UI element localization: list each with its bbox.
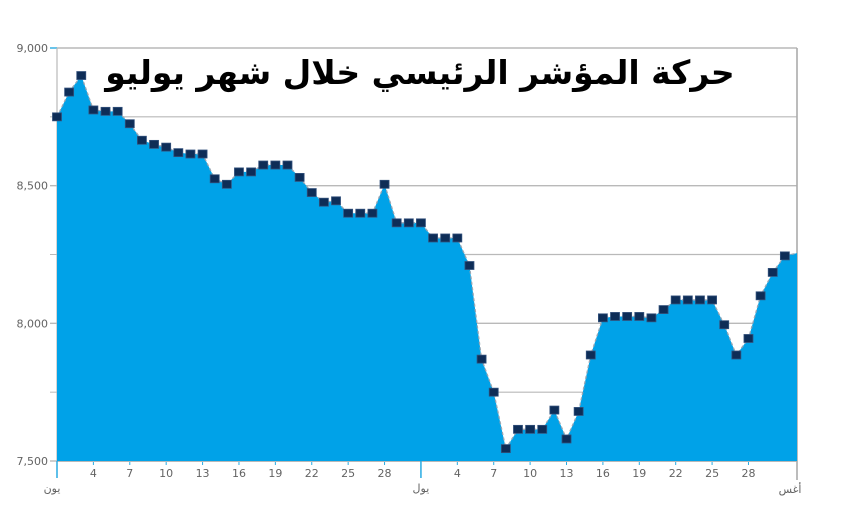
data-point-marker: [403, 218, 414, 228]
data-point-marker: [610, 312, 620, 321]
data-point-marker: [670, 295, 681, 305]
data-point-marker: [76, 71, 87, 80]
data-point-marker: [658, 305, 669, 314]
data-point-marker: [464, 261, 475, 270]
data-point-marker: [391, 218, 402, 228]
data-point-marker: [525, 424, 536, 434]
x-day-label-june: 7: [126, 467, 133, 480]
data-point-marker: [416, 218, 426, 228]
data-point-marker: [367, 208, 378, 218]
data-point-marker: [743, 334, 754, 343]
x-axis-labels: [92, 462, 749, 465]
y-axis-label: 8,500: [17, 180, 49, 193]
x-day-label-june: 22: [305, 467, 319, 480]
data-point-marker: [488, 387, 499, 397]
data-point-marker: [707, 295, 717, 305]
data-point-marker: [185, 149, 196, 159]
data-point-marker: [100, 106, 111, 116]
x-day-label-july: 10: [523, 467, 537, 480]
data-point-marker: [88, 105, 99, 115]
data-point-marker: [585, 350, 596, 360]
data-point-marker: [634, 312, 645, 321]
data-point-marker: [161, 142, 172, 152]
data-point-marker: [513, 424, 523, 434]
data-point-marker: [682, 295, 693, 305]
x-day-label-july: 25: [705, 467, 719, 480]
x-day-label-july: 16: [596, 467, 610, 480]
area-fill: [57, 75, 797, 462]
data-point-marker: [270, 160, 281, 170]
data-point-marker: [779, 251, 790, 261]
data-point-marker: [149, 139, 159, 149]
month-label-june: يون: [44, 482, 61, 495]
x-day-label-july: 4: [454, 467, 461, 480]
data-point-marker: [731, 350, 742, 360]
data-point-marker: [379, 179, 390, 189]
x-day-label-june: 4: [90, 467, 97, 480]
data-point-marker: [258, 160, 269, 170]
data-point-marker: [622, 312, 633, 321]
data-point-marker: [500, 444, 511, 454]
data-point-marker: [124, 119, 135, 129]
data-point-marker: [355, 208, 366, 218]
data-point-marker: [452, 233, 463, 243]
data-point-marker: [343, 208, 354, 218]
data-point-marker: [294, 173, 305, 182]
data-point-marker: [197, 149, 208, 159]
data-point-marker: [209, 174, 220, 184]
data-point-marker: [306, 188, 317, 197]
data-point-marker: [331, 196, 341, 206]
data-point-marker: [695, 295, 705, 305]
data-point-marker: [173, 148, 184, 158]
data-point-marker: [428, 233, 438, 243]
data-point-marker: [767, 267, 778, 277]
month-label-july: يول: [413, 482, 430, 495]
data-point-marker: [440, 233, 451, 243]
x-day-label-june: 16: [232, 467, 246, 480]
x-day-label-july: 28: [741, 467, 755, 480]
data-point-marker: [719, 320, 730, 330]
data-point-marker: [646, 313, 657, 323]
x-day-label-june: 10: [159, 467, 173, 480]
data-point-marker: [234, 167, 244, 177]
data-point-marker: [573, 407, 584, 416]
x-day-label-june: 13: [196, 467, 210, 480]
data-point-marker: [476, 354, 487, 364]
x-day-label-july: 19: [632, 467, 646, 480]
data-point-marker: [598, 313, 608, 323]
data-point-marker: [52, 112, 62, 122]
data-point-marker: [112, 106, 123, 116]
data-point-marker: [64, 87, 75, 97]
data-point-marker: [137, 135, 147, 145]
y-axis-label: 8,000: [17, 317, 49, 330]
data-point-marker: [221, 179, 232, 189]
data-point-marker: [561, 434, 572, 444]
month-label-august: أغس: [779, 482, 802, 496]
data-point-marker: [246, 167, 256, 177]
data-point-markers: [52, 71, 790, 454]
data-point-marker: [537, 424, 548, 434]
data-point-marker: [549, 405, 560, 415]
x-day-label-june: 19: [268, 467, 282, 480]
y-axis-label: 9,000: [17, 42, 49, 55]
x-day-label-july: 22: [669, 467, 683, 480]
x-day-label-july: 13: [560, 467, 574, 480]
data-point-marker: [282, 160, 293, 170]
x-day-label-june: 28: [378, 467, 392, 480]
data-point-marker: [318, 197, 329, 207]
x-day-label-july: 7: [490, 467, 497, 480]
y-axis-label: 7,500: [17, 455, 49, 468]
data-point-marker: [755, 291, 766, 301]
x-day-label-june: 25: [341, 467, 355, 480]
